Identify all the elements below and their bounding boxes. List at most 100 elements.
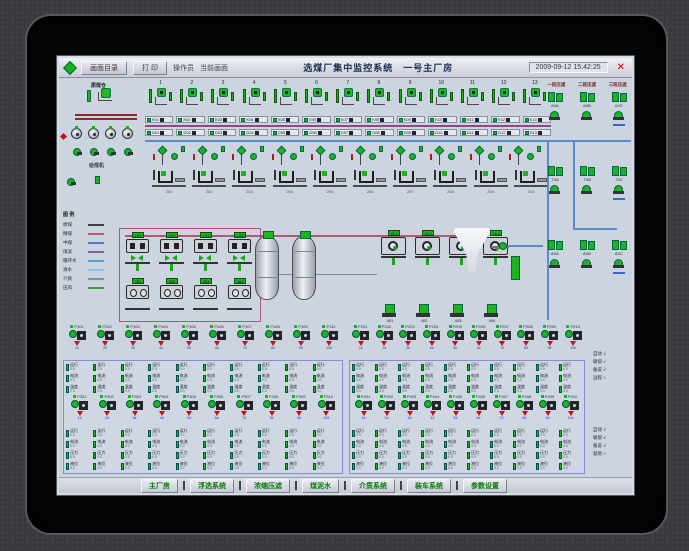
indicator-cell[interactable]: 运行 0.0: [66, 428, 93, 438]
instrument-tag-chip[interactable]: K06: [302, 116, 331, 123]
process-machine-unit[interactable]: 303: [193, 278, 219, 322]
instrument-tag-chip[interactable]: K12: [491, 116, 520, 123]
valve-unit[interactable]: [350, 144, 391, 168]
indicator-cell[interactable]: 电流 0.0: [230, 373, 257, 383]
process-machine-unit[interactable]: LX3: [193, 232, 219, 276]
indicator-cell[interactable]: 运行 0.0: [120, 428, 148, 438]
instrument-tag-chip[interactable]: K02: [176, 116, 205, 123]
screen-machine-unit[interactable]: 205: [310, 168, 350, 198]
filter-unit[interactable]: 6XC: [607, 92, 631, 160]
indicator-cell[interactable]: 液位 0.0: [202, 461, 230, 471]
conveyor-unit[interactable]: 7: [332, 80, 363, 116]
indicator-cell[interactable]: 压力 0.0: [513, 450, 536, 460]
indicator-cell[interactable]: 运行 0.0: [375, 428, 398, 438]
instrument-tag-chip[interactable]: D06: [302, 129, 331, 136]
feeder-machine-icon[interactable]: [88, 126, 99, 139]
indicator-cell[interactable]: 温度 0.0: [175, 384, 203, 394]
indicator-cell[interactable]: 温度 0.0: [444, 384, 467, 394]
instrument-tag-chip[interactable]: K07: [333, 116, 363, 123]
indicator-cell[interactable]: 电流 0.0: [375, 439, 398, 449]
pump-unit[interactable]: P106 6#: [203, 324, 231, 358]
instrument-tag-chip[interactable]: K04: [239, 116, 268, 123]
pump-icon[interactable]: [124, 148, 133, 156]
indicator-cell[interactable]: 温度 0.0: [93, 384, 120, 394]
pump-unit[interactable]: P207 7#: [491, 324, 515, 358]
instrument-tag-chip[interactable]: D07: [333, 129, 363, 136]
indicator-cell[interactable]: 液位 0.0: [490, 461, 513, 471]
indicator-cell[interactable]: 温度 0.0: [421, 384, 444, 394]
pump-unit[interactable]: P409 9#: [536, 394, 559, 428]
indicator-cell[interactable]: 运行 0.0: [559, 362, 582, 372]
indicator-cell[interactable]: 液位 0.0: [93, 461, 120, 471]
indicator-cell[interactable]: 压力 0.0: [421, 450, 444, 460]
pump-unit[interactable]: P301 1#: [66, 394, 93, 428]
pump-icon[interactable]: [107, 148, 116, 156]
indicator-cell[interactable]: 温度 0.0: [513, 384, 536, 394]
indicator-cell[interactable]: 电流 0.0: [398, 439, 421, 449]
instrument-tag-chip[interactable]: K11: [459, 116, 489, 123]
pump-unit[interactable]: P204 4#: [420, 324, 444, 358]
instrument-tag-chip[interactable]: D02: [176, 129, 205, 136]
indicator-cell[interactable]: 运行 0.0: [148, 362, 175, 372]
conveyor-unit[interactable]: 5: [270, 80, 301, 116]
screen-machine-unit[interactable]: 204: [270, 168, 310, 198]
indicator-cell[interactable]: 电流 0.0: [257, 439, 285, 449]
filter-unit[interactable]: 7XA: [543, 166, 567, 234]
indicator-cell[interactable]: 液位 0.0: [148, 461, 175, 471]
indicator-cell[interactable]: 电流 0.0: [513, 439, 536, 449]
indicator-cell[interactable]: 电流 0.0: [120, 439, 148, 449]
instrument-tag-chip[interactable]: K05: [270, 116, 300, 123]
pump-unit[interactable]: P305 5#: [176, 394, 203, 428]
pump-unit[interactable]: P402 2#: [375, 394, 398, 428]
screen-machine-unit[interactable]: 208: [430, 168, 470, 198]
indicator-cell[interactable]: 液位 0.0: [398, 461, 421, 471]
pump-unit[interactable]: P205 5#: [443, 324, 467, 358]
pump-unit[interactable]: P102 2#: [91, 324, 119, 358]
pump-unit[interactable]: P406 6#: [467, 394, 490, 428]
indicator-cell[interactable]: 运行 0.0: [421, 428, 444, 438]
indicator-cell[interactable]: 温度 0.0: [120, 384, 148, 394]
pump-unit[interactable]: P407 7#: [490, 394, 513, 428]
indicator-cell[interactable]: 运行 0.0: [352, 428, 375, 438]
nav-button[interactable]: 浓缩压滤: [246, 478, 290, 493]
instrument-tag-chip[interactable]: D13: [522, 129, 552, 136]
indicator-cell[interactable]: 电流 0.0: [175, 373, 203, 383]
indicator-cell[interactable]: 运行 0.0: [312, 428, 340, 438]
pump-unit[interactable]: P209 9#: [538, 324, 562, 358]
pump-unit[interactable]: P202 2#: [373, 324, 397, 358]
indicator-cell[interactable]: 运行 0.0: [490, 428, 513, 438]
indicator-cell[interactable]: 运行 0.0: [120, 362, 148, 372]
instrument-tag-chip[interactable]: D11: [459, 129, 489, 136]
indicator-cell[interactable]: 液位 0.0: [352, 461, 375, 471]
indicator-cell[interactable]: 运行 0.0: [536, 428, 559, 438]
indicator-cell[interactable]: 运行 0.0: [513, 428, 536, 438]
nav-button[interactable]: 浮选系统: [190, 478, 234, 493]
indicator-cell[interactable]: 电流 0.0: [352, 439, 375, 449]
indicator-cell[interactable]: 运行 0.0: [444, 362, 467, 372]
indicator-cell[interactable]: 压力 0.0: [559, 450, 582, 460]
process-machine-unit[interactable]: 301: [125, 278, 151, 322]
indicator-cell[interactable]: 电流 0.0: [285, 439, 312, 449]
pump-unit[interactable]: P401 1#: [352, 394, 375, 428]
indicator-cell[interactable]: 压力 0.0: [352, 450, 375, 460]
indicator-cell[interactable]: 压力 0.0: [93, 450, 120, 460]
indicator-cell[interactable]: 运行 0.0: [398, 428, 421, 438]
indicator-cell[interactable]: 压力 0.0: [312, 450, 340, 460]
indicator-cell[interactable]: 电流 0.0: [120, 373, 148, 383]
gate-icon[interactable]: [511, 256, 520, 280]
screen-machine-unit[interactable]: 202: [189, 168, 229, 198]
indicator-cell[interactable]: 电流 0.0: [421, 439, 444, 449]
indicator-cell[interactable]: 电流 0.0: [444, 373, 467, 383]
indicator-cell[interactable]: 运行 0.0: [175, 362, 203, 372]
indicator-cell[interactable]: 电流 0.0: [230, 439, 257, 449]
conveyor-unit[interactable]: 13: [519, 80, 550, 116]
media-tank-icon[interactable]: [292, 231, 316, 300]
nav-button[interactable]: 主厂房: [141, 478, 178, 493]
nav-button[interactable]: 介质系统: [351, 478, 395, 493]
pump-icon[interactable]: [90, 148, 99, 156]
indicator-cell[interactable]: 运行 0.0: [559, 428, 582, 438]
indicator-cell[interactable]: 电流 0.0: [352, 373, 375, 383]
instrument-tag-chip[interactable]: K09: [396, 116, 426, 123]
screen-machine-unit[interactable]: 206: [350, 168, 390, 198]
indicator-cell[interactable]: 运行 0.0: [421, 362, 444, 372]
